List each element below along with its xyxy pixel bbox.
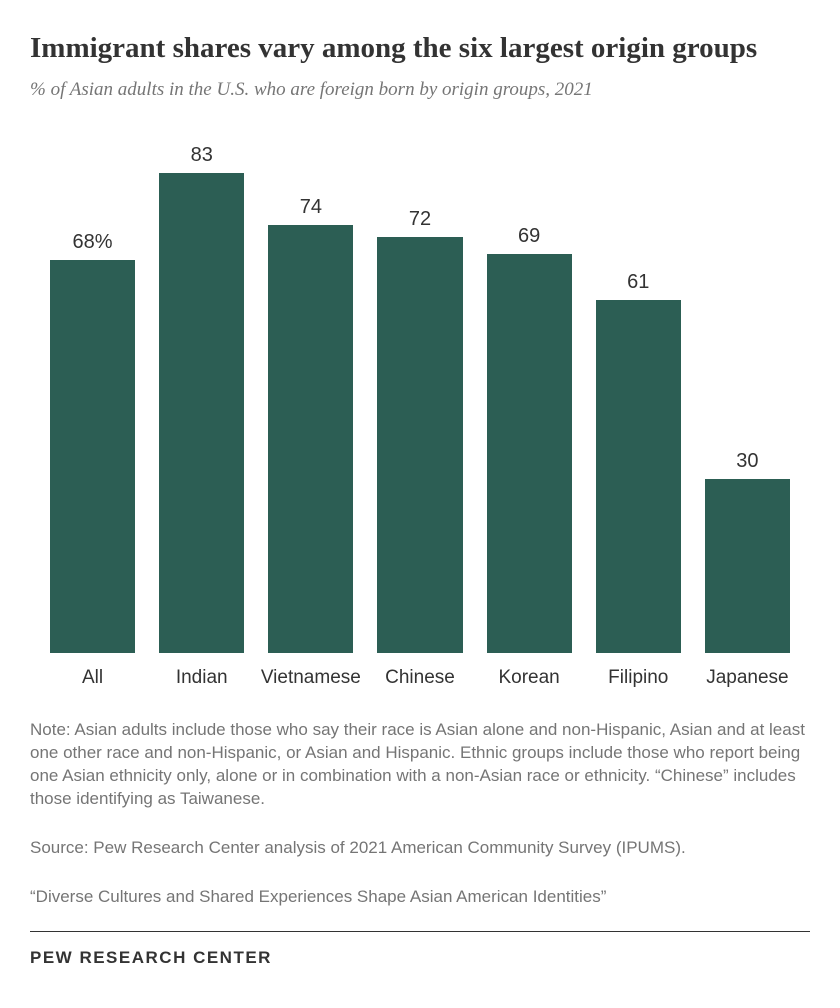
chart-title: Immigrant shares vary among the six larg… — [30, 30, 810, 66]
bar-value: 61 — [627, 271, 649, 294]
bar-group: 30 — [693, 133, 802, 653]
bar-value: 83 — [191, 144, 213, 167]
bar — [159, 173, 244, 653]
bar-label: Filipino — [584, 667, 693, 689]
chart-area: 68% 83 74 72 69 61 30 AllIndianVietnameseChine… — [30, 133, 810, 693]
logo-text: PEW RESEARCH CENTER — [30, 948, 810, 968]
bar — [705, 479, 790, 652]
divider — [30, 931, 810, 932]
bar-group: 69 — [475, 133, 584, 653]
bar-group: 83 — [147, 133, 256, 653]
bar — [377, 237, 462, 653]
bar-value: 68% — [73, 231, 113, 254]
chart-note: Note: Asian adults include those who say… — [30, 719, 810, 811]
bar-label: Korean — [475, 667, 584, 689]
bar-group: 72 — [365, 133, 474, 653]
chart-source: Source: Pew Research Center analysis of … — [30, 837, 810, 860]
labels-row: AllIndianVietnameseChineseKoreanFilipino… — [30, 667, 810, 689]
bar — [50, 260, 135, 653]
bar-label: Japanese — [693, 667, 802, 689]
bar — [487, 254, 572, 653]
bar-label: Vietnamese — [256, 667, 365, 689]
report-title: “Diverse Cultures and Shared Experiences… — [30, 886, 810, 909]
bar-label: All — [38, 667, 147, 689]
bars-container: 68% 83 74 72 69 61 30 — [30, 133, 810, 653]
bar-value: 30 — [736, 450, 758, 473]
bar-label: Indian — [147, 667, 256, 689]
bar-group: 68% — [38, 133, 147, 653]
bar-label: Chinese — [365, 667, 474, 689]
bar-value: 69 — [518, 225, 540, 248]
bar — [596, 300, 681, 653]
bar — [268, 225, 353, 653]
bar-group: 61 — [584, 133, 693, 653]
chart-subtitle: % of Asian adults in the U.S. who are fo… — [30, 78, 810, 103]
bar-value: 74 — [300, 196, 322, 219]
bar-value: 72 — [409, 208, 431, 231]
bar-group: 74 — [256, 133, 365, 653]
